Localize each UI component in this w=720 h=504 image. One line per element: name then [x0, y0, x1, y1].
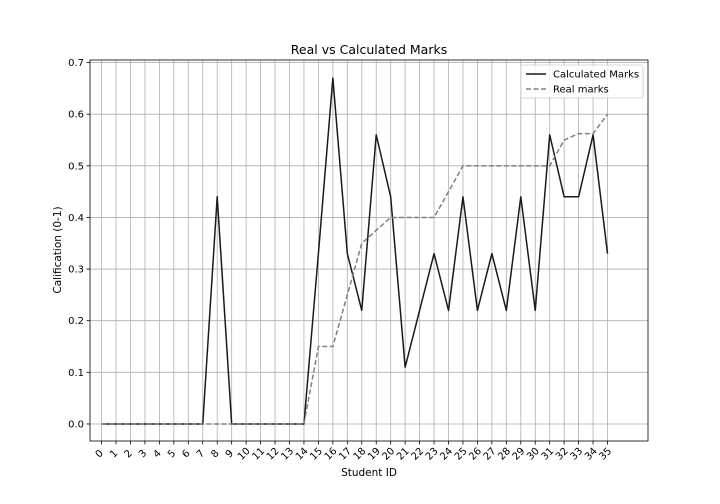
- y-tick-label: 0.6: [68, 110, 84, 121]
- grid-lines: [90, 60, 648, 441]
- series-line-real-marks: [101, 113, 609, 425]
- y-tick-label: 0.4: [68, 213, 84, 224]
- y-axis-label: Calification (0-1): [52, 206, 64, 293]
- legend-label-calculated: Calculated Marks: [553, 70, 639, 81]
- y-tick-label: 0.5: [68, 161, 84, 172]
- y-tick-label: 0.7: [68, 58, 84, 69]
- series-lines: [101, 77, 609, 425]
- y-tick-label: 0.1: [68, 368, 84, 379]
- legend: Calculated Marks Real marks: [520, 64, 644, 99]
- y-tick-label: 0.2: [68, 316, 84, 327]
- legend-box: [520, 64, 644, 99]
- chart-title: Real vs Calculated Marks: [291, 42, 447, 57]
- y-tick-label: 0.3: [68, 265, 84, 276]
- x-axis-label: Student ID: [341, 467, 397, 479]
- legend-label-real: Real marks: [553, 85, 609, 96]
- y-tick-label: 0.0: [68, 419, 84, 430]
- y-axis-ticks: 0.0 0.1 0.2 0.3 0.4 0.5 0.6 0.7: [68, 58, 90, 430]
- plot-frame: [89, 59, 649, 442]
